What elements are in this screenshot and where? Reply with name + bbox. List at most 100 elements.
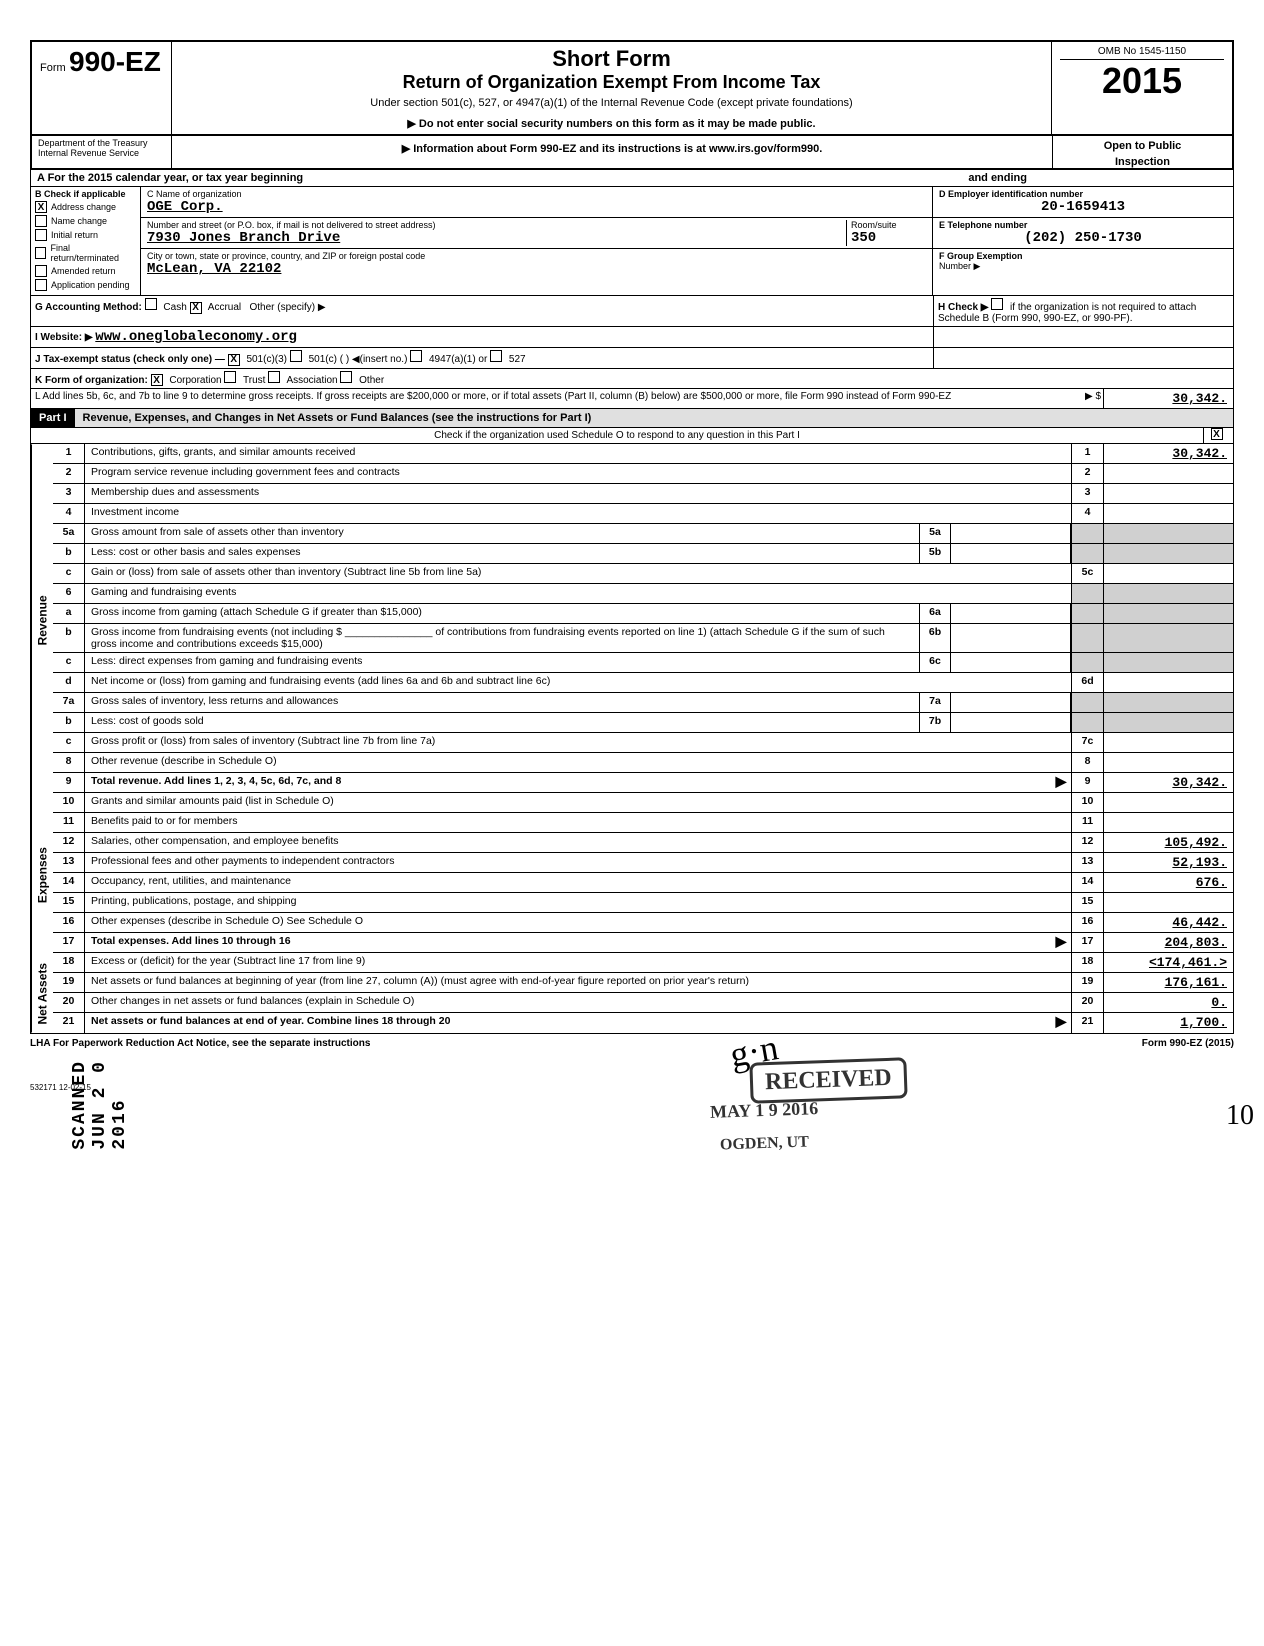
right-line-number: 8 xyxy=(1071,753,1103,772)
footer: LHA For Paperwork Reduction Act Notice, … xyxy=(30,1034,1234,1053)
chk-address[interactable]: X xyxy=(35,201,47,213)
chk-name[interactable] xyxy=(35,215,47,227)
dept-row: Department of the Treasury Internal Reve… xyxy=(30,136,1234,170)
right-line-value: 204,803. xyxy=(1103,933,1233,952)
line-j-row: J Tax-exempt status (check only one) — X… xyxy=(30,348,1234,369)
sub-line-number: 5b xyxy=(919,544,951,563)
line-desc: Grants and similar amounts paid (list in… xyxy=(85,793,1071,812)
ssn-warning: ▶ Do not enter social security numbers o… xyxy=(180,117,1043,130)
right-line-number: 13 xyxy=(1071,853,1103,872)
table-row: 2Program service revenue including gover… xyxy=(53,464,1233,484)
right-line-number: 2 xyxy=(1071,464,1103,483)
table-row: 14Occupancy, rent, utilities, and mainte… xyxy=(53,873,1233,893)
right-line-number: 5c xyxy=(1071,564,1103,583)
sub-line-number: 7a xyxy=(919,693,951,712)
line-desc: Gaming and fundraising events xyxy=(85,584,1071,603)
right-line-value: 1,700. xyxy=(1103,1013,1233,1033)
l-arrow: ▶ $ xyxy=(1043,389,1103,408)
chk-assoc[interactable] xyxy=(268,371,280,383)
lbl-accrual: Accrual xyxy=(208,302,241,313)
chk-501c3[interactable]: X xyxy=(228,354,240,366)
right-line-number xyxy=(1071,713,1103,732)
chk-501c[interactable] xyxy=(290,350,302,362)
chk-pending[interactable] xyxy=(35,279,47,291)
line-number: 11 xyxy=(53,813,85,832)
right-line-value: 52,193. xyxy=(1103,853,1233,872)
right-line-number: 16 xyxy=(1071,913,1103,932)
right-line-value: 30,342. xyxy=(1103,773,1233,792)
sub-line-number: 7b xyxy=(919,713,951,732)
stamp-ogden: OGDEN, UT xyxy=(720,1133,809,1154)
h-label: H Check ▶ xyxy=(938,302,988,313)
line-desc: Program service revenue including govern… xyxy=(85,464,1071,483)
line-i-row: I Website: ▶ www.oneglobaleconomy.org xyxy=(30,327,1234,348)
right-line-value xyxy=(1103,693,1233,712)
line-number: a xyxy=(53,604,85,623)
line-desc: Gross income from fundraising events (no… xyxy=(85,624,919,652)
line-number: 7a xyxy=(53,693,85,712)
right-line-number: 14 xyxy=(1071,873,1103,892)
chk-initial[interactable] xyxy=(35,229,47,241)
right-line-value xyxy=(1103,564,1233,583)
chk-trust[interactable] xyxy=(224,371,236,383)
form-header: Form 990-EZ Short Form Return of Organiz… xyxy=(30,40,1234,136)
right-line-value: 176,161. xyxy=(1103,973,1233,992)
line-desc: Salaries, other compensation, and employ… xyxy=(85,833,1071,852)
chk-corp[interactable]: X xyxy=(151,374,163,386)
table-row: 13Professional fees and other payments t… xyxy=(53,853,1233,873)
table-row: 17Total expenses. Add lines 10 through 1… xyxy=(53,933,1233,953)
d-label: D Employer identification number xyxy=(939,189,1227,199)
table-row: 10Grants and similar amounts paid (list … xyxy=(53,793,1233,813)
check-if: Check if applicable xyxy=(44,189,126,199)
table-row: cLess: direct expenses from gaming and f… xyxy=(53,653,1233,673)
chk-cash[interactable] xyxy=(145,298,157,310)
stamp-date: MAY 1 9 2016 xyxy=(710,1098,819,1123)
lbl-assoc: Association xyxy=(286,375,337,386)
chk-amended[interactable] xyxy=(35,265,47,277)
right-line-number: 7c xyxy=(1071,733,1103,752)
chk-final[interactable] xyxy=(35,247,46,259)
room-label: Room/suite xyxy=(851,220,926,230)
lbl-insert: ) ◀(insert no.) xyxy=(346,354,408,365)
chk-schedule-o[interactable]: X xyxy=(1211,428,1223,440)
info-about: ▶ Information about Form 990-EZ and its … xyxy=(172,136,1052,168)
line-desc: Net income or (loss) from gaming and fun… xyxy=(85,673,1071,692)
line-a-prefix: A For the 2015 calendar year, or tax yea… xyxy=(37,172,303,184)
lbl-address: Address change xyxy=(51,202,116,212)
line-desc: Benefits paid to or for members xyxy=(85,813,1071,832)
table-row: cGross profit or (loss) from sales of in… xyxy=(53,733,1233,753)
line-desc: Total revenue. Add lines 1, 2, 3, 4, 5c,… xyxy=(85,773,1051,792)
section-c: C Name of organization OGE Corp. Number … xyxy=(141,187,933,295)
chk-h[interactable] xyxy=(991,298,1003,310)
chk-4947[interactable] xyxy=(410,350,422,362)
right-line-number xyxy=(1071,693,1103,712)
table-row: 11Benefits paid to or for members11 xyxy=(53,813,1233,833)
stamp-scanned: SCANNED JUN 2 0 2016 xyxy=(70,1060,130,1150)
line-desc: Other expenses (describe in Schedule O) … xyxy=(85,913,1071,932)
line-desc: Excess or (deficit) for the year (Subtra… xyxy=(85,953,1071,972)
chk-527[interactable] xyxy=(490,350,502,362)
line-desc: Membership dues and assessments xyxy=(85,484,1071,503)
section-b: B Check if applicable XAddress change Na… xyxy=(31,187,141,295)
right-line-value xyxy=(1103,893,1233,912)
lha-notice: LHA For Paperwork Reduction Act Notice, … xyxy=(30,1038,370,1049)
line-number: 20 xyxy=(53,993,85,1012)
line-desc: Gain or (loss) from sale of assets other… xyxy=(85,564,1071,583)
form-title: Short Form xyxy=(180,46,1043,72)
line-desc: Printing, publications, postage, and shi… xyxy=(85,893,1071,912)
lbl-initial: Initial return xyxy=(51,230,98,240)
sub-line-value xyxy=(951,544,1071,563)
right-line-value xyxy=(1103,604,1233,623)
line-desc: Investment income xyxy=(85,504,1071,523)
public-cell: Open to Public Inspection xyxy=(1052,136,1232,168)
chk-accrual[interactable]: X xyxy=(190,302,202,314)
right-line-value: 105,492. xyxy=(1103,833,1233,852)
line-desc: Other revenue (describe in Schedule O) xyxy=(85,753,1071,772)
side-revenue: Revenue xyxy=(31,444,53,797)
right-line-value xyxy=(1103,484,1233,503)
chk-other-k[interactable] xyxy=(340,371,352,383)
street: 7930 Jones Branch Drive xyxy=(147,230,846,246)
right-line-value xyxy=(1103,624,1233,652)
right-line-number: 12 xyxy=(1071,833,1103,852)
right-line-value xyxy=(1103,733,1233,752)
